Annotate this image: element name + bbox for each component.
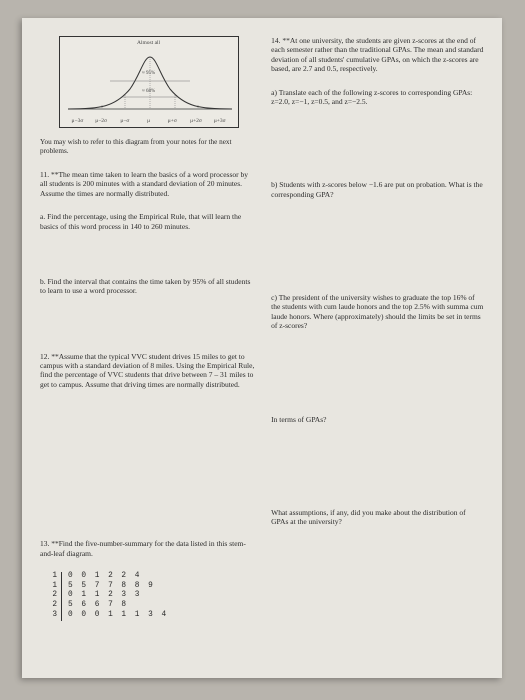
question-11a: a. Find the percentage, using the Empiri… [40, 212, 257, 231]
leaf: 0 0 0 1 1 1 3 4 [62, 611, 168, 621]
axis-tick: μ−2σ [89, 118, 113, 125]
question-11b: b. Find the interval that contains the t… [40, 277, 257, 296]
left-column: Almost all ≈ 95% ≈ 68% μ−3σ μ−2σ μ−σ μ μ… [40, 36, 257, 660]
axis-tick: μ [137, 118, 161, 125]
axis-tick: μ−σ [113, 118, 137, 125]
question-14c-assumptions: What assumptions, if any, did you make a… [271, 508, 484, 527]
axis-tick: μ+3σ [208, 118, 232, 125]
axis-tick: μ+σ [160, 118, 184, 125]
leaf: 0 1 1 2 3 3 [62, 591, 141, 601]
axis-tick: μ−3σ [66, 118, 90, 125]
right-column: 14. **At one university, the students ar… [271, 36, 484, 660]
question-13: 13. **Find the five-number-summary for t… [40, 539, 257, 558]
question-14a: a) Translate each of the following z-sco… [271, 88, 484, 107]
question-14c-gpa: In terms of GPAs? [271, 415, 484, 424]
leaf: 5 5 7 7 8 8 9 [62, 582, 155, 592]
stemleaf-row: 10 0 1 2 2 4 [48, 572, 257, 582]
diagram-top-label: Almost all [60, 40, 238, 47]
stem: 3 [48, 611, 62, 621]
question-14c: c) The president of the university wishe… [271, 293, 484, 331]
axis-tick: μ+2σ [184, 118, 208, 125]
question-11: 11. **The mean time taken to learn the b… [40, 170, 257, 198]
stem: 1 [48, 582, 62, 592]
stemleaf-row: 25 6 6 7 8 [48, 601, 257, 611]
stemleaf-row: 30 0 0 1 1 1 3 4 [48, 611, 257, 621]
question-14: 14. **At one university, the students ar… [271, 36, 484, 74]
stem: 2 [48, 601, 62, 611]
question-12: 12. **Assume that the typical VVC studen… [40, 352, 257, 390]
diagram-axis-labels: μ−3σ μ−2σ μ−σ μ μ+σ μ+2σ μ+3σ [60, 118, 238, 125]
diagram-lo-label: ≈ 68% [60, 89, 238, 95]
diagram-caption: You may wish to refer to this diagram fr… [40, 138, 257, 156]
stem: 2 [48, 591, 62, 601]
worksheet-page: Almost all ≈ 95% ≈ 68% μ−3σ μ−2σ μ−σ μ μ… [22, 18, 502, 678]
stem-and-leaf-diagram: 10 0 1 2 2 4 15 5 7 7 8 8 9 20 1 1 2 3 3… [48, 572, 257, 621]
bell-curve-icon [60, 51, 240, 113]
diagram-mid-label: ≈ 95% [60, 71, 238, 77]
leaf: 0 0 1 2 2 4 [62, 572, 141, 582]
empirical-rule-diagram: Almost all ≈ 95% ≈ 68% μ−3σ μ−2σ μ−σ μ μ… [59, 36, 239, 128]
stemleaf-row: 15 5 7 7 8 8 9 [48, 582, 257, 592]
stem: 1 [48, 572, 62, 582]
question-14b: b) Students with z-scores below −1.6 are… [271, 180, 484, 199]
stemleaf-row: 20 1 1 2 3 3 [48, 591, 257, 601]
leaf: 5 6 6 7 8 [62, 601, 128, 611]
